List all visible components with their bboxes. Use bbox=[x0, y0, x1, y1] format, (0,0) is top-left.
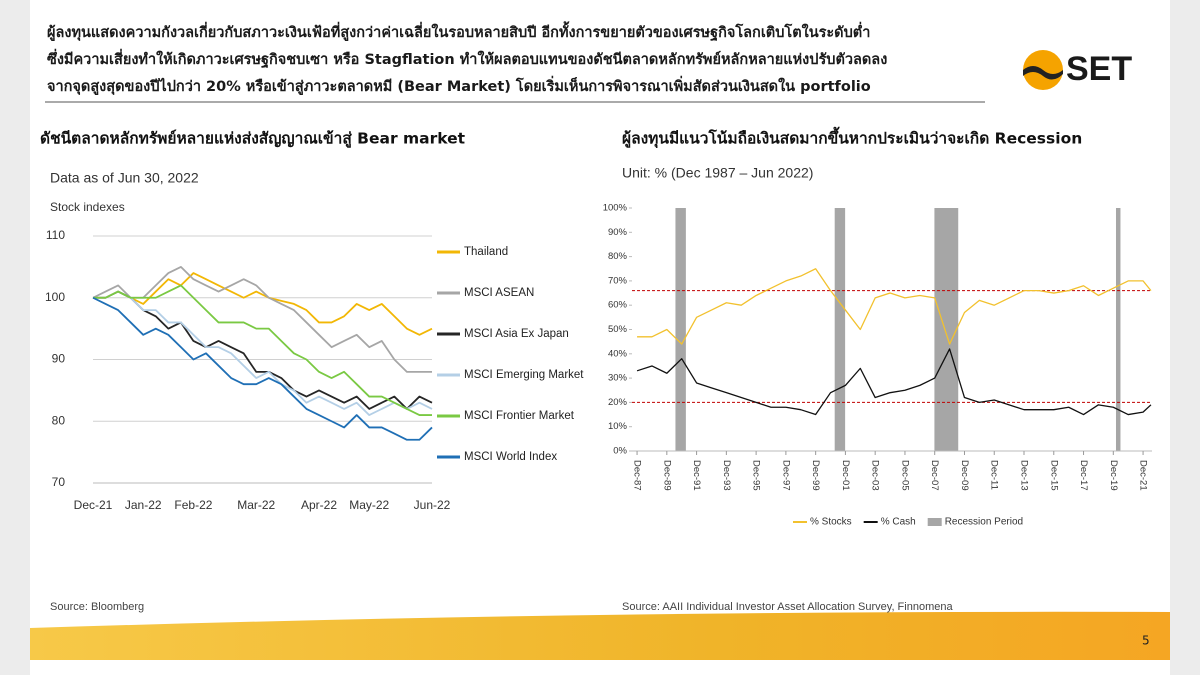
x-tick-label: Mar-22 bbox=[237, 498, 275, 512]
x-tick-label: Dec-99 bbox=[810, 460, 821, 491]
legend: % Stocks % Cash Recession Period bbox=[793, 517, 1023, 528]
x-tick-label: Dec-95 bbox=[751, 460, 762, 491]
recession-band bbox=[934, 208, 959, 451]
chart: 70 80 90 100 110 Dec-21 Jan-22 Feb-22 Mar-22 Apr-… bbox=[45, 228, 584, 512]
y-tick-label: 0% bbox=[613, 446, 627, 457]
x-tick-label: Dec-87 bbox=[632, 460, 643, 491]
x-tick-label: Dec-19 bbox=[1108, 460, 1119, 491]
header-line: ผู้ลงทุนแสดงความกังวลเกี่ยวกับสภาวะเงินเ… bbox=[47, 21, 870, 42]
legend-label: MSCI Asia Ex Japan bbox=[464, 328, 569, 340]
x-tick-label: Dec-91 bbox=[691, 460, 702, 491]
series-line bbox=[93, 290, 433, 410]
series-line bbox=[92, 296, 433, 441]
recession-band bbox=[834, 208, 846, 451]
header-line: ซึ่งมีความเสี่ยงทำให้เกิดภาวะเศรษฐกิจชบเ… bbox=[47, 48, 887, 69]
legend-label: Thailand bbox=[464, 246, 508, 258]
source: Source: AAII Individual Investor Asset A… bbox=[622, 601, 953, 613]
y-tick-label: 10% bbox=[608, 421, 628, 432]
x-tick-label: Dec-89 bbox=[661, 460, 672, 491]
legend-label: % Cash bbox=[881, 517, 916, 528]
x-tick-label: Dec-01 bbox=[840, 460, 851, 491]
source: Source: Bloomberg bbox=[50, 601, 144, 613]
series-line bbox=[636, 348, 1152, 416]
y-tick-label: 80 bbox=[52, 413, 66, 427]
legend-label: MSCI Frontier Market bbox=[464, 410, 575, 422]
y-tick-label: 70% bbox=[608, 275, 628, 286]
chart: 0% 10% 20% 30% 40% 50% 60% 70% 80% 90% 100% Dec-87 D… bbox=[603, 203, 1152, 528]
series-line bbox=[637, 268, 1152, 345]
recession-band bbox=[1115, 208, 1121, 451]
legend: Thailand MSCI ASEAN MSCI Asia Ex Japan MSCI… bbox=[437, 246, 584, 463]
logo: SET bbox=[1023, 50, 1132, 90]
y-tick-label: 30% bbox=[608, 373, 628, 384]
chart-title: ดัชนีตลาดหลักทรัพย์หลายแห่งส่งสัญญาณเข้า… bbox=[40, 130, 466, 150]
x-tick-label: Dec-21 bbox=[74, 498, 113, 512]
slide-panel bbox=[30, 0, 1170, 675]
y-axis-label: Stock indexes bbox=[50, 200, 125, 214]
legend-label: MSCI Emerging Market bbox=[464, 369, 584, 381]
x-tick-label: Dec-07 bbox=[929, 460, 940, 491]
legend-label: Recession Period bbox=[945, 517, 1023, 528]
chart-title: ผู้ลงทุนมีแนวโน้มถือเงินสดมากขึ้นหากประเ… bbox=[622, 127, 1082, 150]
y-tick-label: 40% bbox=[608, 348, 628, 359]
y-tick-label: 20% bbox=[608, 397, 628, 408]
x-tick-label: Dec-13 bbox=[1018, 460, 1029, 491]
x-tick-label: Feb-22 bbox=[174, 498, 212, 512]
x-tick-label: May-22 bbox=[349, 498, 389, 512]
x-tick-label: Dec-93 bbox=[721, 460, 732, 491]
y-tick-label: 70 bbox=[52, 475, 66, 489]
y-tick-label: 100 bbox=[45, 290, 65, 304]
x-tick-label: Apr-22 bbox=[301, 498, 337, 512]
chart-subtitle: Data as of Jun 30, 2022 bbox=[50, 170, 199, 186]
series-line bbox=[93, 284, 432, 416]
footer-stripe bbox=[30, 611, 1170, 660]
legend-label: % Stocks bbox=[810, 517, 852, 528]
logo-text: SET bbox=[1066, 50, 1132, 88]
y-tick-label: 90 bbox=[52, 352, 66, 366]
legend-label: MSCI World Index bbox=[464, 451, 557, 463]
x-tick-label: Jan-22 bbox=[125, 498, 162, 512]
page-number: 5 bbox=[1142, 634, 1150, 648]
series-line bbox=[93, 290, 433, 416]
x-tick-label: Dec-11 bbox=[989, 460, 1000, 490]
y-tick-label: 60% bbox=[608, 300, 628, 311]
x-tick-label: Dec-03 bbox=[870, 460, 881, 491]
x-tick-label: Jun-22 bbox=[414, 498, 451, 512]
x-tick-label: Dec-15 bbox=[1048, 460, 1059, 491]
x-tick-label: Dec-97 bbox=[780, 460, 791, 491]
y-tick-label: 90% bbox=[608, 227, 628, 238]
recession-band bbox=[675, 208, 686, 451]
x-tick-label: Dec-17 bbox=[1078, 460, 1089, 491]
chart-subtitle: Unit: % (Dec 1987 – Jun 2022) bbox=[622, 165, 813, 181]
legend-label: MSCI ASEAN bbox=[464, 287, 534, 299]
header-line: จากจุดสูงสุดของปีไปกว่า 20% หรือเข้าสู่ภ… bbox=[47, 75, 871, 95]
x-tick-label: Dec-21 bbox=[1138, 460, 1149, 491]
x-tick-label: Dec-05 bbox=[899, 460, 910, 491]
y-tick-label: 50% bbox=[608, 324, 628, 335]
legend-swatch bbox=[927, 518, 942, 526]
y-tick-label: 110 bbox=[46, 228, 65, 242]
x-tick-label: Dec-09 bbox=[959, 460, 970, 491]
series-line bbox=[92, 265, 432, 373]
y-tick-label: 100% bbox=[603, 203, 628, 214]
y-tick-label: 80% bbox=[608, 251, 628, 262]
logo-wave bbox=[1023, 66, 1063, 80]
